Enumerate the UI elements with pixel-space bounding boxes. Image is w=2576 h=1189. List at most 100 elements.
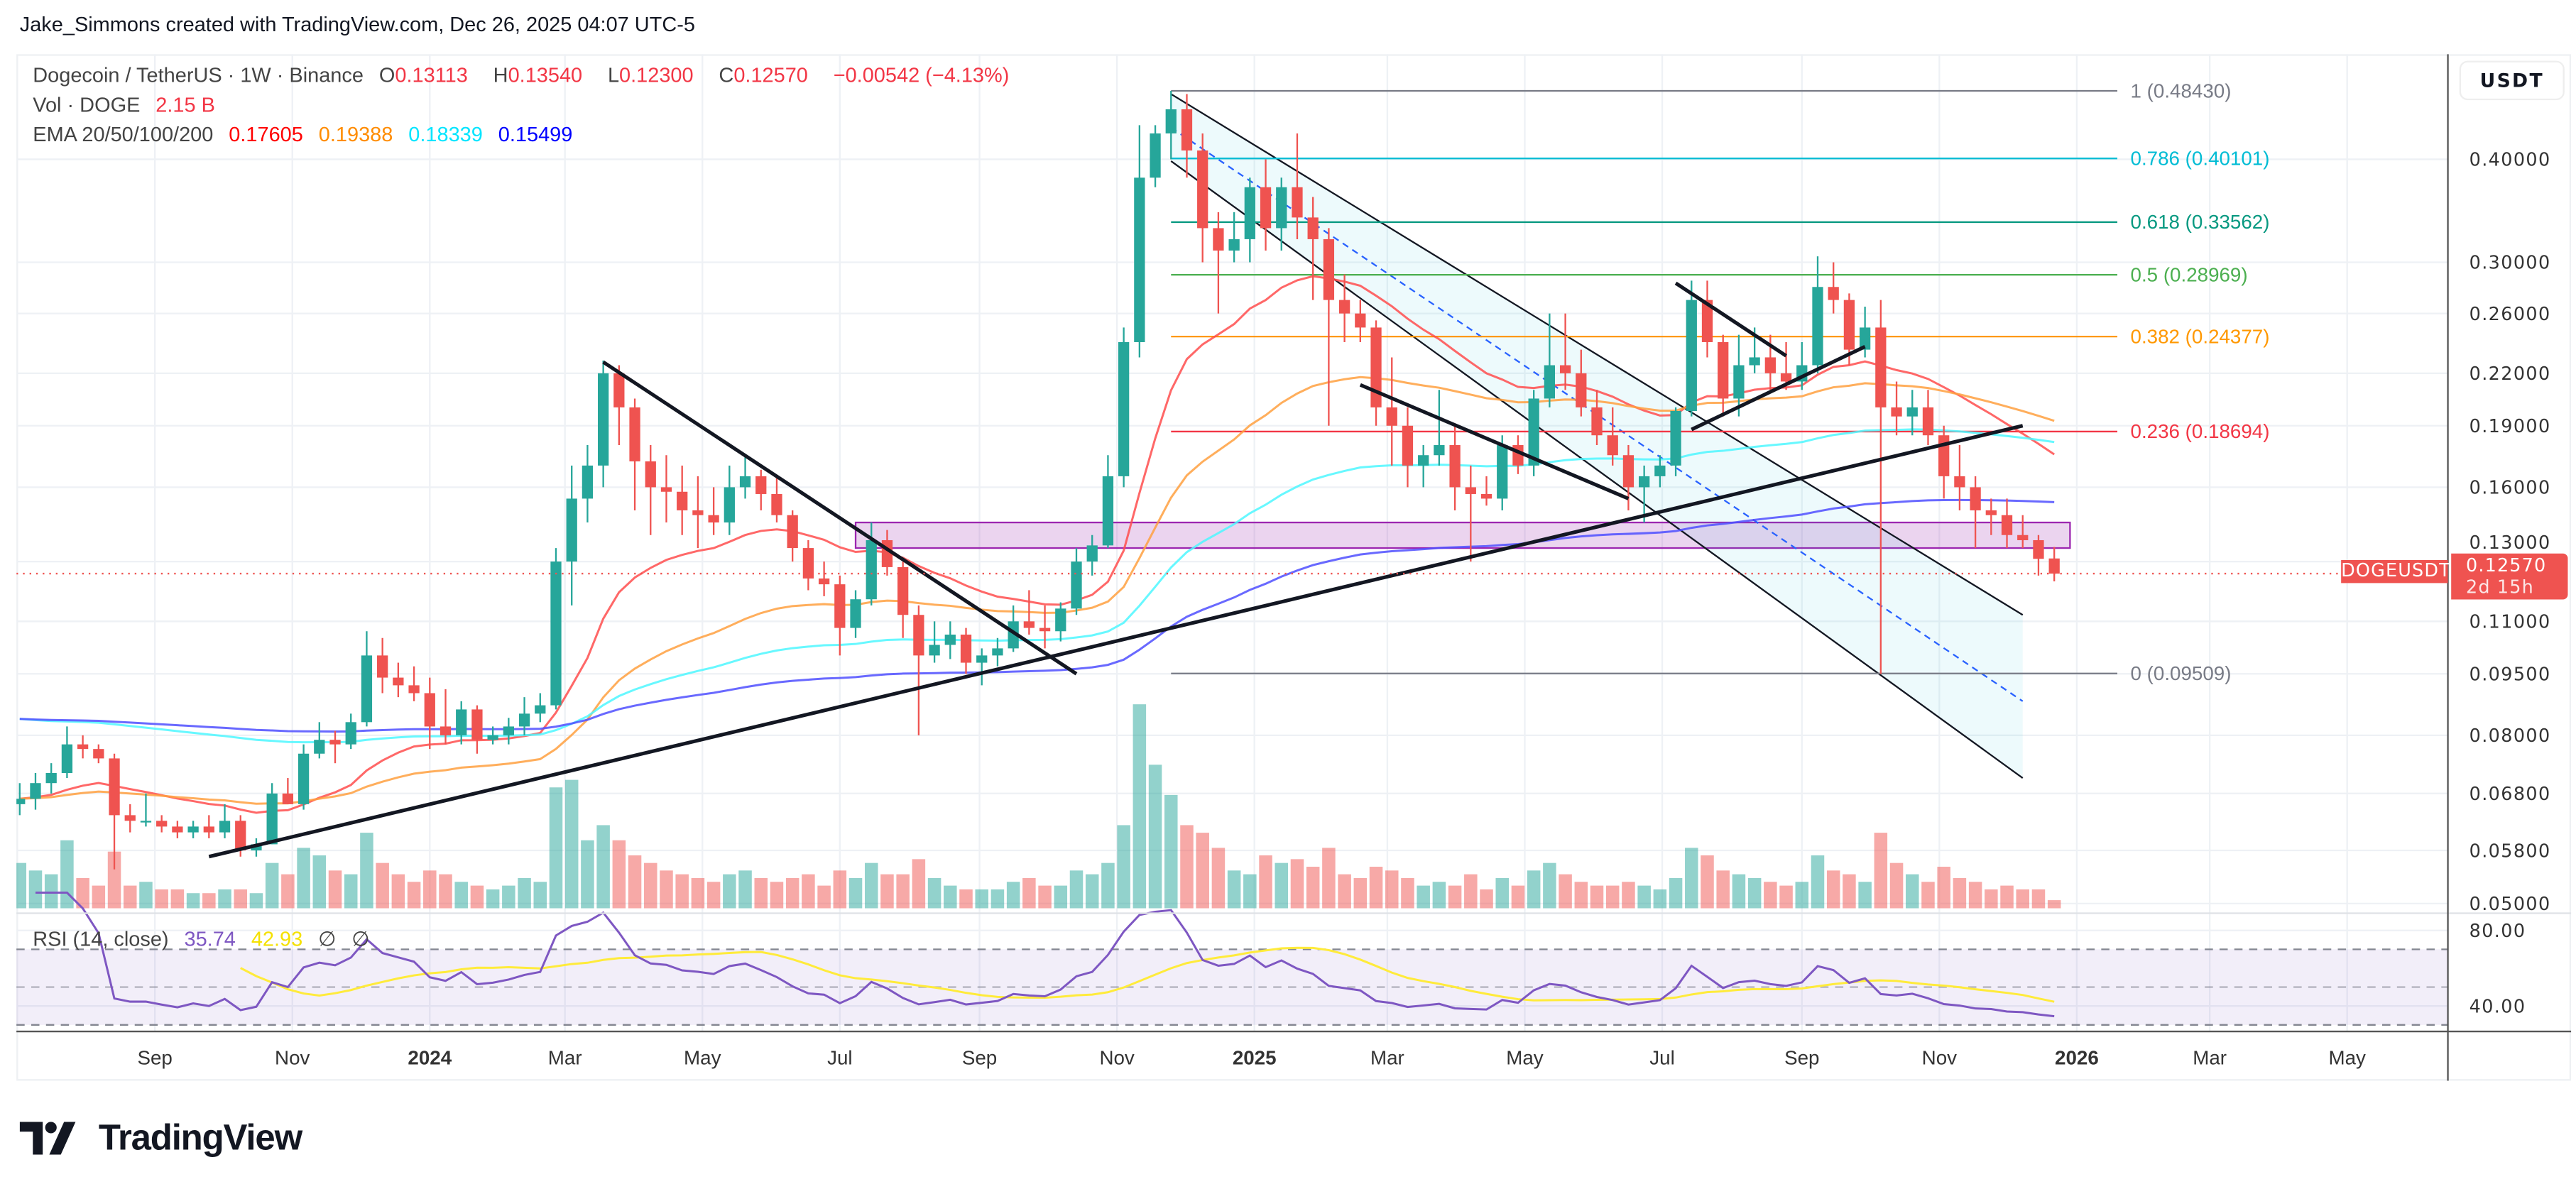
candle-down — [1828, 287, 1839, 300]
time-axis-label: Jul — [827, 1046, 852, 1068]
candle-down — [1875, 327, 1887, 407]
candle-down — [834, 584, 846, 628]
rsi-line — [35, 892, 2055, 1018]
candle-down — [960, 634, 972, 663]
candle-down — [1292, 187, 1303, 218]
candle-up — [976, 655, 988, 663]
chart-credit: Jake_Simmons created with TradingView.co… — [19, 13, 695, 36]
volume-bar — [1985, 889, 1998, 909]
time-axis-label: May — [684, 1046, 721, 1068]
volume-bar — [912, 859, 926, 909]
volume-bar — [1180, 825, 1194, 909]
volume-bar — [2000, 885, 2014, 909]
candle-up — [45, 773, 57, 784]
volume-bar — [833, 870, 847, 909]
logo-text: TradingView — [98, 1117, 302, 1158]
candle-up — [1071, 561, 1082, 609]
volume-bar — [1716, 870, 1730, 909]
volume-bar — [1779, 885, 1793, 909]
change-value: −0.00542 (−4.13%) — [833, 64, 1010, 87]
candle-up — [1686, 300, 1697, 411]
candle-down — [156, 821, 168, 827]
candle-down — [235, 821, 246, 851]
main-pane: 1 (0.48430) 0.786 (0.40101) 0.618 (0.33562… — [16, 80, 2448, 909]
volume-bar — [155, 889, 168, 909]
volume-legend: Vol · DOGE 2.15 B — [33, 94, 225, 116]
rsi-label[interactable]: RSI (14, close) — [33, 928, 169, 951]
candle-down — [124, 815, 136, 821]
candle-up — [487, 735, 498, 740]
volume-bar — [1685, 848, 1698, 909]
volume-bar — [202, 893, 216, 909]
time-axis-label: Sep — [962, 1046, 997, 1068]
candle-down — [2001, 515, 2013, 535]
candle-up — [550, 561, 562, 706]
candle-down — [440, 726, 452, 735]
time-axis-label: Sep — [1784, 1046, 1819, 1068]
volume-bar — [44, 874, 58, 909]
volume-bar — [1953, 877, 1967, 909]
trendline — [1691, 345, 1866, 432]
volume-bar — [1164, 794, 1178, 909]
candle-down — [897, 566, 909, 615]
candle-up — [266, 793, 278, 845]
candle-down — [329, 740, 341, 745]
last-price-value: 0.12570 — [2466, 555, 2547, 577]
candle-down — [408, 685, 420, 694]
volume-bar — [723, 874, 736, 909]
volume-bar — [628, 855, 642, 909]
trendline — [602, 360, 1078, 676]
volume-bar — [1117, 825, 1130, 909]
candle-down — [1197, 150, 1208, 229]
candle-down — [645, 461, 656, 488]
ema-label[interactable]: EMA 20/50/100/200 — [33, 123, 214, 146]
candle-down — [2033, 539, 2044, 559]
volume-bar — [1701, 855, 1714, 909]
volume-label[interactable]: Vol · DOGE — [33, 93, 141, 117]
currency-button[interactable]: USDT — [2459, 60, 2565, 101]
candle-down — [818, 578, 830, 585]
candle-up — [345, 722, 356, 745]
candle-down — [1338, 300, 1350, 314]
ema-100-line — [19, 428, 2055, 744]
candle-up — [1906, 407, 1918, 417]
candle-up — [1118, 341, 1130, 476]
volume-bar — [1385, 870, 1399, 909]
ema100-value: 0.18339 — [408, 123, 483, 146]
volume-bar — [297, 848, 310, 909]
candle-down — [2017, 535, 2029, 540]
volume-bar — [1290, 859, 1304, 909]
volume-bar — [864, 862, 878, 909]
volume-bar — [186, 893, 200, 909]
candle-down — [1843, 300, 1855, 350]
candle-up — [30, 783, 41, 799]
candle-down — [282, 793, 294, 804]
candle-down — [677, 491, 688, 510]
fib-level-label: 0.382 (0.24377) — [2131, 325, 2270, 347]
volume-bar — [1006, 882, 1020, 909]
candle-up — [1086, 545, 1098, 562]
symbol-title[interactable]: Dogecoin / TetherUS · 1W · Binance — [33, 64, 364, 87]
time-axis-label: Nov — [1922, 1046, 1957, 1068]
candle-down — [424, 693, 435, 727]
volume-bar — [1543, 862, 1556, 909]
volume-bar — [896, 874, 910, 909]
candle-down — [1954, 476, 1965, 488]
time-axis-label: Sep — [137, 1046, 172, 1068]
candle-up — [992, 648, 1003, 656]
volume-bar — [1874, 833, 1888, 909]
candle-up — [929, 645, 940, 656]
time-axis-label: 2026 — [2055, 1046, 2099, 1068]
price-axis-label: 0.19000 — [2469, 416, 2551, 437]
volume-bar — [234, 889, 247, 909]
tradingview-logo[interactable]: TradingView — [19, 1114, 302, 1163]
candle-down — [2048, 558, 2060, 574]
tradingview-logo-icon — [19, 1122, 76, 1155]
candle-down — [802, 548, 814, 579]
volume-bar — [1306, 866, 1320, 909]
candle-down — [1718, 341, 1729, 399]
candle-up — [1228, 239, 1240, 251]
volume-bar — [1417, 885, 1430, 909]
candle-up — [298, 753, 310, 804]
